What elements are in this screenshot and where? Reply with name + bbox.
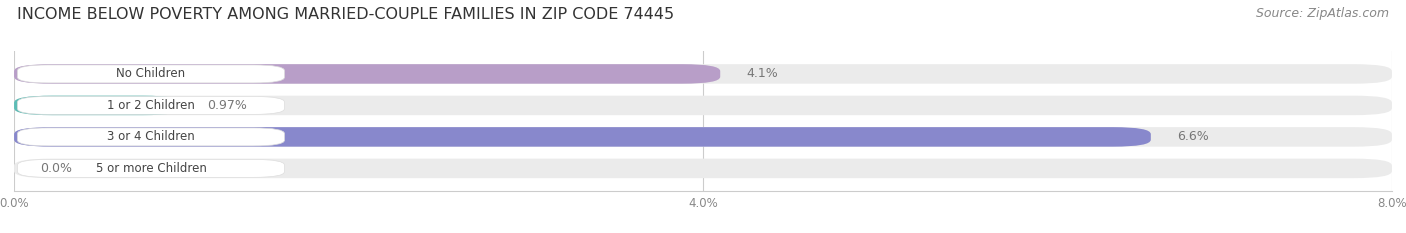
FancyBboxPatch shape bbox=[17, 128, 284, 146]
Text: 0.0%: 0.0% bbox=[39, 162, 72, 175]
FancyBboxPatch shape bbox=[14, 159, 1392, 178]
Text: 5 or more Children: 5 or more Children bbox=[96, 162, 207, 175]
FancyBboxPatch shape bbox=[14, 96, 1392, 115]
Text: 6.6%: 6.6% bbox=[1177, 130, 1208, 143]
FancyBboxPatch shape bbox=[14, 127, 1150, 147]
Text: No Children: No Children bbox=[117, 67, 186, 80]
FancyBboxPatch shape bbox=[17, 65, 284, 83]
FancyBboxPatch shape bbox=[14, 64, 720, 84]
FancyBboxPatch shape bbox=[14, 127, 1392, 147]
Text: 3 or 4 Children: 3 or 4 Children bbox=[107, 130, 195, 143]
FancyBboxPatch shape bbox=[14, 64, 1392, 84]
Text: 4.1%: 4.1% bbox=[747, 67, 778, 80]
FancyBboxPatch shape bbox=[14, 96, 181, 115]
Text: Source: ZipAtlas.com: Source: ZipAtlas.com bbox=[1256, 7, 1389, 20]
Text: 1 or 2 Children: 1 or 2 Children bbox=[107, 99, 195, 112]
Text: INCOME BELOW POVERTY AMONG MARRIED-COUPLE FAMILIES IN ZIP CODE 74445: INCOME BELOW POVERTY AMONG MARRIED-COUPL… bbox=[17, 7, 673, 22]
FancyBboxPatch shape bbox=[17, 96, 284, 114]
FancyBboxPatch shape bbox=[17, 159, 284, 177]
Text: 0.97%: 0.97% bbox=[207, 99, 247, 112]
